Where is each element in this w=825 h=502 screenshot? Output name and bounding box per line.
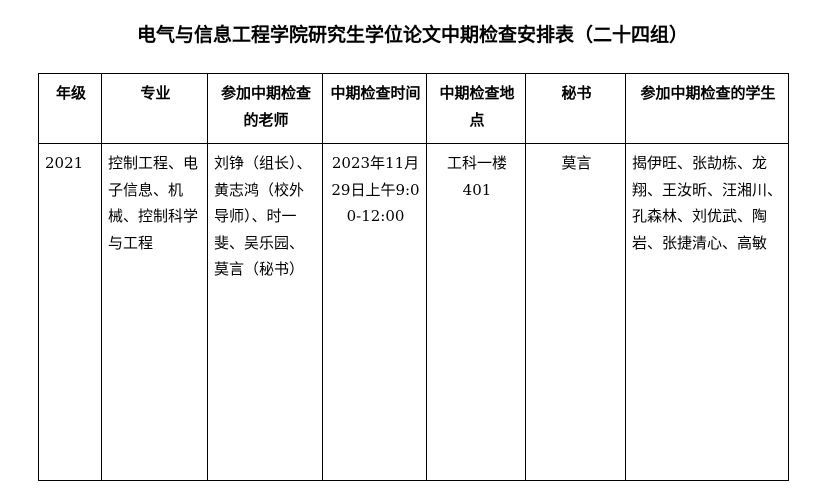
header-time: 中期检查时间 — [322, 73, 427, 144]
document-title: 电气与信息工程学院研究生学位论文中期检查安排表（二十四组） — [136, 24, 688, 46]
cell-students: 揭伊旺、张劼栋、龙翔、王汝昕、汪湘川、孔森林、刘优武、陶岩、张捷清心、高敏 — [625, 143, 789, 481]
table-row: 2021 控制工程、电子信息、机械、控制科学与工程 刘铮（组长）、黄志鸿（校外导… — [38, 143, 789, 481]
cell-grade: 2021 — [38, 143, 102, 481]
header-grade: 年级 — [38, 73, 102, 144]
header-location: 中期检查地点 — [426, 73, 526, 144]
cell-major: 控制工程、电子信息、机械、控制科学与工程 — [101, 143, 208, 481]
header-teachers: 参加中期检查的老师 — [207, 73, 323, 144]
cell-time: 2023年11月29日上午9:00-12:00 — [322, 143, 427, 481]
header-secretary: 秘书 — [525, 73, 626, 144]
cell-location: 工科一楼401 — [426, 143, 526, 481]
schedule-table: 年级 专业 参加中期检查的老师 中期检查时间 中期检查地点 秘书 参加中期检查的… — [38, 73, 789, 481]
header-major: 专业 — [101, 73, 208, 144]
header-row: 年级 专业 参加中期检查的老师 中期检查时间 中期检查地点 秘书 参加中期检查的… — [38, 73, 789, 144]
header-students: 参加中期检查的学生 — [625, 73, 789, 144]
cell-secretary: 莫言 — [525, 143, 626, 481]
cell-teachers: 刘铮（组长）、黄志鸿（校外导师）、时一斐、吴乐园、莫言（秘书） — [207, 143, 323, 481]
